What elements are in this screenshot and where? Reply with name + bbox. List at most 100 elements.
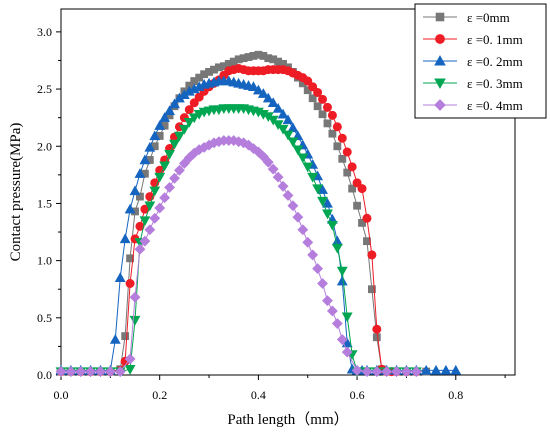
data-point bbox=[282, 130, 294, 141]
plot-area bbox=[60, 8, 516, 376]
legend-marker bbox=[434, 55, 446, 66]
x-axis-title: Path length（mm） bbox=[227, 411, 348, 428]
data-point bbox=[287, 137, 299, 148]
data-point bbox=[159, 112, 171, 122]
series-line bbox=[61, 108, 417, 373]
data-point bbox=[75, 366, 87, 377]
legend-marker bbox=[435, 34, 445, 44]
data-point bbox=[267, 97, 279, 108]
series-line bbox=[61, 54, 427, 373]
data-point bbox=[337, 133, 347, 143]
x-tick-label: 0.2 bbox=[152, 388, 167, 402]
data-point bbox=[189, 98, 199, 108]
data-point bbox=[277, 180, 289, 192]
data-point bbox=[248, 81, 259, 91]
data-point bbox=[144, 224, 156, 236]
data-point bbox=[262, 92, 274, 103]
legend-item: ε =0. 1mm bbox=[423, 32, 523, 47]
data-point bbox=[282, 114, 294, 125]
data-point bbox=[371, 366, 383, 377]
legend-marker bbox=[434, 99, 446, 111]
legend-item: ε =0. 2mm bbox=[423, 54, 523, 69]
y-tick-label: 3.0 bbox=[37, 25, 52, 39]
data-point bbox=[262, 156, 274, 168]
data-point bbox=[367, 285, 376, 294]
data-point bbox=[318, 110, 327, 119]
data-point bbox=[362, 213, 372, 223]
data-point bbox=[328, 129, 337, 138]
data-point bbox=[134, 243, 146, 255]
data-point bbox=[327, 110, 337, 120]
data-point bbox=[272, 102, 284, 113]
data-point bbox=[178, 157, 190, 169]
data-point bbox=[343, 168, 352, 177]
data-point bbox=[440, 364, 452, 375]
data-point bbox=[282, 190, 294, 201]
data-point bbox=[129, 315, 141, 326]
data-point bbox=[352, 178, 362, 188]
x-tick-label: 0.4 bbox=[251, 388, 266, 402]
data-point bbox=[357, 184, 367, 194]
series-4 bbox=[55, 135, 422, 377]
data-point bbox=[342, 147, 352, 157]
data-point bbox=[154, 172, 166, 183]
data-point bbox=[272, 171, 284, 183]
data-point bbox=[85, 366, 97, 377]
data-point bbox=[136, 192, 144, 201]
data-point bbox=[188, 113, 200, 124]
data-point bbox=[430, 364, 442, 375]
data-point bbox=[336, 275, 348, 286]
y-tick-label: 1.5 bbox=[37, 196, 52, 210]
data-point bbox=[361, 366, 373, 377]
data-point bbox=[149, 130, 161, 141]
legend-label: ε =0. 2mm bbox=[467, 54, 523, 69]
data-point bbox=[174, 131, 185, 142]
data-point bbox=[332, 122, 342, 132]
data-point bbox=[302, 162, 314, 173]
legend-label: ε =0. 1mm bbox=[467, 32, 523, 47]
data-point bbox=[312, 263, 324, 275]
data-point bbox=[124, 365, 136, 375]
data-point bbox=[308, 82, 318, 92]
data-point bbox=[164, 182, 175, 193]
data-point bbox=[114, 272, 126, 283]
data-point bbox=[322, 197, 333, 208]
x-tick-label: 0.6 bbox=[350, 388, 365, 402]
data-point bbox=[381, 366, 393, 377]
data-point bbox=[338, 154, 347, 163]
data-point bbox=[313, 87, 323, 97]
data-point bbox=[139, 154, 151, 165]
data-point bbox=[139, 235, 151, 247]
data-point bbox=[297, 153, 309, 164]
data-point bbox=[347, 162, 357, 172]
data-point bbox=[348, 184, 357, 193]
y-tick-label: 0.0 bbox=[37, 368, 52, 382]
y-tick-label: 2.5 bbox=[37, 82, 52, 96]
series-layer bbox=[55, 50, 462, 378]
data-point bbox=[336, 266, 348, 277]
data-point bbox=[372, 324, 382, 334]
data-point bbox=[331, 318, 343, 329]
data-point bbox=[358, 218, 366, 227]
data-point bbox=[303, 76, 313, 86]
data-point bbox=[327, 220, 338, 231]
data-point bbox=[154, 120, 166, 130]
data-point bbox=[323, 119, 332, 128]
data-point bbox=[313, 102, 322, 111]
data-point bbox=[104, 366, 116, 377]
data-point bbox=[124, 203, 136, 214]
y-tick-label: 1.0 bbox=[37, 254, 52, 268]
data-point bbox=[363, 237, 371, 246]
data-point bbox=[169, 98, 180, 109]
data-point bbox=[159, 161, 171, 172]
legend-item: ε =0mm bbox=[423, 10, 510, 25]
data-point bbox=[287, 122, 299, 133]
data-point bbox=[164, 150, 175, 160]
data-point bbox=[331, 235, 343, 246]
legend-label: ε =0. 3mm bbox=[467, 76, 523, 91]
data-point bbox=[174, 164, 185, 176]
data-point bbox=[144, 141, 156, 152]
data-point bbox=[126, 254, 134, 263]
series-2 bbox=[55, 75, 462, 375]
